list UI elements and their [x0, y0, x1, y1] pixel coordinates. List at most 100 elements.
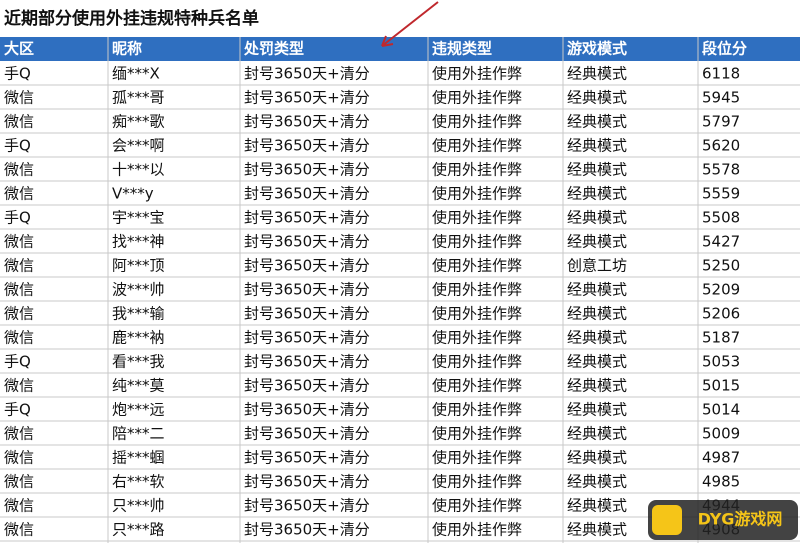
cell: 经典模式: [567, 89, 627, 107]
cell: 摇***蝈: [112, 449, 165, 467]
cell: 经典模式: [567, 353, 627, 371]
cell: 波***帅: [112, 281, 165, 299]
column-header: 违规类型: [432, 40, 492, 58]
cell: 经典模式: [567, 137, 627, 155]
cell: 手Q: [4, 137, 31, 155]
cell: 封号3650天+清分: [244, 137, 370, 155]
cell: 封号3650天+清分: [244, 65, 370, 83]
cell: 使用外挂作弊: [432, 473, 522, 491]
column-header: 游戏模式: [567, 40, 627, 58]
cell: 经典模式: [567, 233, 627, 251]
cell: 封号3650天+清分: [244, 473, 370, 491]
cell: 4985: [702, 473, 740, 491]
cell: 封号3650天+清分: [244, 521, 370, 539]
cell: 经典模式: [567, 449, 627, 467]
cell: 微信: [4, 281, 34, 299]
cell: 使用外挂作弊: [432, 257, 522, 275]
cell: 鹿***衲: [112, 329, 165, 347]
cell: 使用外挂作弊: [432, 209, 522, 227]
cell: 5015: [702, 377, 740, 395]
cell: 看***我: [112, 353, 165, 371]
cell: 使用外挂作弊: [432, 521, 522, 539]
cell: 经典模式: [567, 473, 627, 491]
cell: 经典模式: [567, 497, 627, 515]
watermark-bg: [648, 500, 798, 540]
cell: 炮***远: [112, 401, 165, 419]
cell: 创意工坊: [567, 257, 627, 275]
cell: 5209: [702, 281, 740, 299]
cell: 使用外挂作弊: [432, 161, 522, 179]
cell: 微信: [4, 473, 34, 491]
column-header: 段位分: [702, 40, 747, 58]
cell: 微信: [4, 521, 34, 539]
cell: 只***帅: [112, 497, 165, 515]
cell: 经典模式: [567, 305, 627, 323]
cell: 使用外挂作弊: [432, 449, 522, 467]
cell: 封号3650天+清分: [244, 257, 370, 275]
cell: 封号3650天+清分: [244, 185, 370, 203]
cell: 封号3650天+清分: [244, 233, 370, 251]
cell: 使用外挂作弊: [432, 329, 522, 347]
cell: 陪***二: [112, 425, 165, 443]
cell: 只***路: [112, 521, 165, 539]
cell: 经典模式: [567, 425, 627, 443]
cell: 使用外挂作弊: [432, 281, 522, 299]
cell: 微信: [4, 377, 34, 395]
cell: 5508: [702, 209, 740, 227]
cell: 微信: [4, 425, 34, 443]
cell: 使用外挂作弊: [432, 353, 522, 371]
cell: 微信: [4, 233, 34, 251]
cell: 手Q: [4, 353, 31, 371]
cell: 经典模式: [567, 113, 627, 131]
cell: 微信: [4, 89, 34, 107]
cell: 封号3650天+清分: [244, 89, 370, 107]
cell: 微信: [4, 305, 34, 323]
cell: 使用外挂作弊: [432, 185, 522, 203]
cell: 使用外挂作弊: [432, 377, 522, 395]
cell: 5945: [702, 89, 740, 107]
cell: 封号3650天+清分: [244, 329, 370, 347]
header-bar: [0, 37, 800, 61]
cell: 使用外挂作弊: [432, 137, 522, 155]
watermark-text: DYG游戏网: [698, 510, 783, 529]
cell: 缅***X: [112, 65, 160, 83]
cell: V***y: [112, 185, 154, 203]
cell: 使用外挂作弊: [432, 113, 522, 131]
cell: 5009: [702, 425, 740, 443]
cell: 我***输: [112, 305, 165, 323]
column-header: 处罚类型: [243, 40, 304, 58]
cell: 痴***歌: [112, 113, 165, 131]
cell: 5250: [702, 257, 740, 275]
cell: 经典模式: [567, 281, 627, 299]
cell: 5797: [702, 113, 740, 131]
cell: 微信: [4, 449, 34, 467]
cell: 微信: [4, 185, 34, 203]
cell: 会***啊: [112, 137, 165, 155]
cell: 使用外挂作弊: [432, 425, 522, 443]
cell: 使用外挂作弊: [432, 65, 522, 83]
cell: 5206: [702, 305, 740, 323]
cell: 使用外挂作弊: [432, 401, 522, 419]
cell: 经典模式: [567, 209, 627, 227]
cell: 手Q: [4, 209, 31, 227]
cell: 右***软: [112, 473, 165, 491]
cell: 5427: [702, 233, 740, 251]
cell: 微信: [4, 497, 34, 515]
cell: 使用外挂作弊: [432, 233, 522, 251]
watermark-icon: [652, 505, 682, 535]
column-header: 昵称: [112, 40, 142, 58]
watermark: DYG游戏网: [648, 500, 798, 540]
cell: 封号3650天+清分: [244, 377, 370, 395]
cell: 封号3650天+清分: [244, 281, 370, 299]
cell: 5578: [702, 161, 740, 179]
cell: 封号3650天+清分: [244, 305, 370, 323]
cell: 封号3650天+清分: [244, 161, 370, 179]
cell: 经典模式: [567, 401, 627, 419]
cell: 封号3650天+清分: [244, 449, 370, 467]
cell: 微信: [4, 113, 34, 131]
cell: 阿***顶: [112, 257, 165, 275]
cell: 使用外挂作弊: [432, 89, 522, 107]
cell: 微信: [4, 329, 34, 347]
cell: 封号3650天+清分: [244, 425, 370, 443]
